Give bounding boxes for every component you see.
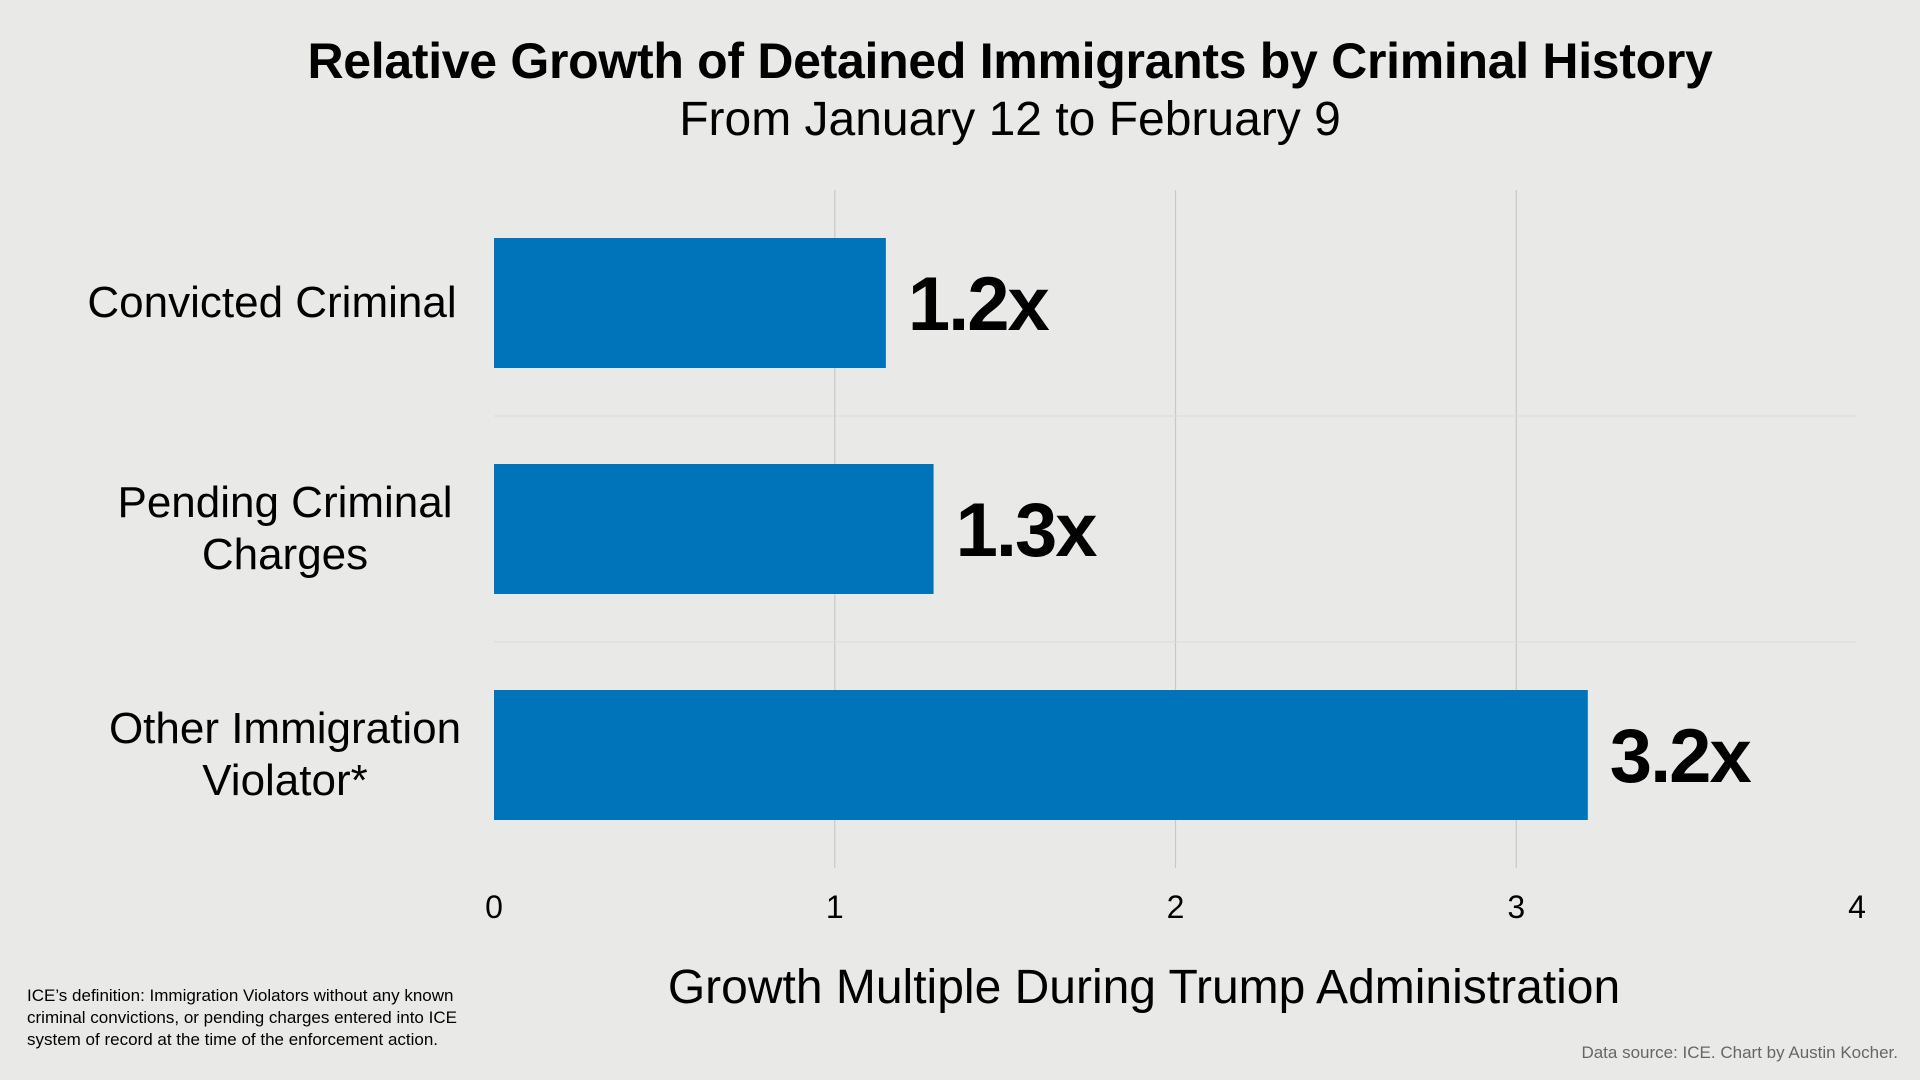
source-credit: Data source: ICE. Chart by Austin Kocher… [1581, 1043, 1898, 1062]
chart-title: Relative Growth of Detained Immigrants b… [307, 33, 1713, 89]
category-label-0: Convicted Criminal [62, 277, 482, 329]
data-label-1: 1.3x [956, 488, 1098, 573]
x-tick-label-1: 1 [826, 889, 844, 925]
category-label-line: Charges [201, 530, 369, 579]
chart-subtitle: From January 12 to February 9 [679, 93, 1341, 146]
x-axis-title: Growth Multiple During Trump Administrat… [667, 961, 1621, 1014]
x-tick-label-0: 0 [485, 889, 503, 925]
category-label-line: Convicted Criminal [87, 278, 457, 327]
data-label-2: 3.2x [1610, 714, 1752, 799]
bar-2 [494, 690, 1588, 820]
data-label-0: 1.2x [908, 262, 1050, 347]
bar-0 [494, 238, 886, 368]
category-label-1: Pending Criminal Charges [75, 477, 495, 581]
category-label-line: Other Immigration [108, 704, 462, 753]
category-label-line: Violator* [202, 756, 368, 805]
bar-1 [494, 464, 934, 594]
footnote: ICE’s definition: Immigration Violators … [27, 986, 457, 1049]
x-tick-label-3: 3 [1507, 889, 1525, 925]
category-label-line: Pending Criminal [117, 478, 453, 527]
x-tick-label-2: 2 [1167, 889, 1185, 925]
x-tick-label-4: 4 [1848, 889, 1866, 925]
category-label-2: Other Immigration Violator* [75, 703, 495, 807]
